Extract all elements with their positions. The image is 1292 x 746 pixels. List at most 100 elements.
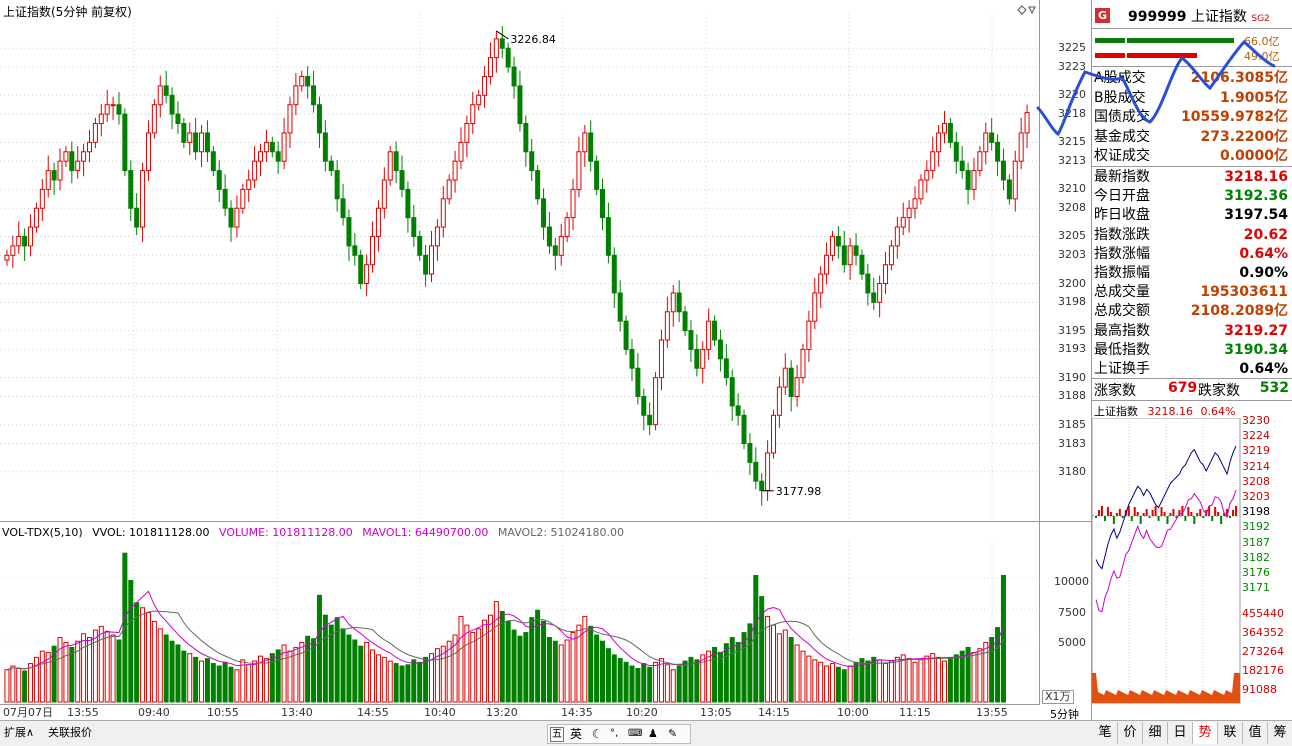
- volume-bar: [535, 609, 541, 703]
- candle-body: [588, 132, 594, 162]
- keyboard-icon[interactable]: ⌨: [628, 728, 643, 739]
- tab-1[interactable]: 价: [1118, 722, 1143, 744]
- volume-bar: [411, 659, 417, 703]
- quote-value: 3218.16: [1224, 169, 1288, 185]
- candle-body: [824, 254, 830, 275]
- mini-title: 上证指数: [1094, 405, 1138, 418]
- quote-row: A股成交 2106.3085亿: [1092, 69, 1292, 88]
- candle-body: [676, 292, 682, 313]
- volume-bar: [588, 625, 594, 703]
- candle-body: [429, 245, 434, 275]
- volume-bar: [688, 656, 694, 703]
- time-label: 10:40: [424, 706, 456, 719]
- tab-6[interactable]: 值: [1243, 722, 1268, 744]
- tab-7[interactable]: 筹: [1268, 722, 1292, 744]
- quote-row: B股成交 1.9005亿: [1092, 89, 1292, 108]
- volume-bar: [316, 594, 322, 703]
- candle-body: [717, 339, 723, 360]
- security-code: 999999: [1128, 9, 1187, 25]
- volume-bar: [865, 660, 871, 703]
- candle-body: [216, 170, 222, 190]
- period-label[interactable]: 5分钟: [1050, 708, 1079, 721]
- time-label: 09:40: [138, 706, 170, 719]
- time-label: 10:00: [837, 706, 869, 719]
- mini-price-tick: 3176: [1242, 566, 1270, 579]
- candlestick-chart[interactable]: 上证指数(5分钟 前复权) 3226.84 3177.98: [0, 0, 1040, 522]
- candle-body: [829, 235, 835, 256]
- volume-bar: [853, 661, 859, 703]
- volume-bar: [594, 634, 600, 703]
- volume-bar: [629, 665, 635, 703]
- volume-bar: [175, 644, 181, 703]
- candle-body: [458, 141, 464, 162]
- moon-icon[interactable]: ☾: [592, 727, 603, 741]
- candle-body: [22, 235, 28, 247]
- volume-plot: [0, 542, 1040, 704]
- volume-bar: [983, 641, 989, 703]
- user-icon[interactable]: ♟: [648, 727, 658, 740]
- tab-4[interactable]: 势: [1193, 722, 1218, 744]
- quote-row: 权证成交 0.0000亿: [1092, 147, 1292, 166]
- volume-bar: [841, 669, 847, 703]
- volume-bar: [381, 656, 387, 703]
- candle-body: [729, 377, 735, 407]
- candle-body: [252, 160, 258, 181]
- related-quotes-button[interactable]: 关联报价: [48, 726, 92, 739]
- bar1-value: 66.0亿: [1244, 35, 1280, 48]
- volume-bar: [39, 650, 45, 703]
- time-label: 13:05: [700, 706, 732, 719]
- ime-toolbar[interactable]: 五 英 ☾ °, ⌨ ♟ ✎: [547, 724, 691, 744]
- candle-body: [1024, 112, 1030, 134]
- candle-body: [818, 273, 824, 294]
- tab-5[interactable]: 联: [1218, 722, 1243, 744]
- punct-icon[interactable]: °,: [610, 728, 619, 739]
- quote-label: 国债成交: [1094, 109, 1150, 125]
- candle-body: [947, 123, 953, 143]
- expand-button[interactable]: 扩展∧: [4, 726, 35, 739]
- chart-mode-icons[interactable]: [1014, 4, 1038, 16]
- mini-price-tick: 3219: [1242, 444, 1270, 458]
- candle-body: [104, 104, 110, 115]
- wrench-icon[interactable]: ✎: [668, 727, 678, 740]
- volume-bar: [729, 637, 735, 703]
- volume-bar: [358, 645, 364, 703]
- volume-chart[interactable]: VOL-TDX(5,10) VVOL: 101811128.00 VOLUME:…: [0, 522, 1040, 704]
- candle-body: [930, 151, 936, 172]
- mini-volume-tick: 455440: [1242, 607, 1284, 620]
- candle-body: [1000, 160, 1006, 181]
- intraday-mini-chart[interactable]: [1092, 418, 1242, 704]
- mini-price-line: [1095, 445, 1237, 570]
- candle-body: [841, 245, 847, 266]
- volume-bar: [771, 624, 776, 703]
- ime-mode-icon[interactable]: 五: [550, 727, 564, 742]
- volume-bar: [252, 660, 258, 703]
- volume-bar: [446, 640, 452, 703]
- price-tick: 3185: [1058, 417, 1086, 431]
- volume-bar: [812, 659, 818, 703]
- volume-bar: [10, 665, 16, 703]
- volume-bar: [275, 649, 281, 703]
- quote-label: 总成交额: [1094, 303, 1150, 320]
- candle-body: [959, 160, 965, 172]
- tab-3[interactable]: 日: [1168, 722, 1193, 744]
- price-tick: 3218: [1058, 107, 1086, 121]
- candle-body: [912, 198, 918, 209]
- quote-value: 0.90%: [1239, 265, 1288, 281]
- tab-0[interactable]: 笔: [1093, 722, 1118, 744]
- volume-bar: [375, 654, 381, 703]
- volume-bar: [340, 628, 346, 703]
- quote-panel: G 999999 上证指数 SG2 66.0亿 49.0亿 涨家数 679 跌家…: [1091, 0, 1292, 720]
- candle-body: [299, 75, 305, 87]
- candle-body: [63, 151, 69, 162]
- quote-row: 最高指数 3219.27: [1092, 322, 1292, 341]
- volume-bar: [765, 615, 771, 703]
- volume-bar: [470, 632, 476, 703]
- candle-body: [175, 113, 181, 125]
- tab-2[interactable]: 细: [1143, 722, 1168, 744]
- price-tick: 3208: [1058, 201, 1086, 215]
- candle-body: [570, 188, 576, 219]
- ime-lang-icon[interactable]: 英: [570, 727, 583, 741]
- candle-body: [193, 132, 199, 153]
- price-tick: 3195: [1058, 323, 1086, 337]
- candle-body: [971, 170, 977, 190]
